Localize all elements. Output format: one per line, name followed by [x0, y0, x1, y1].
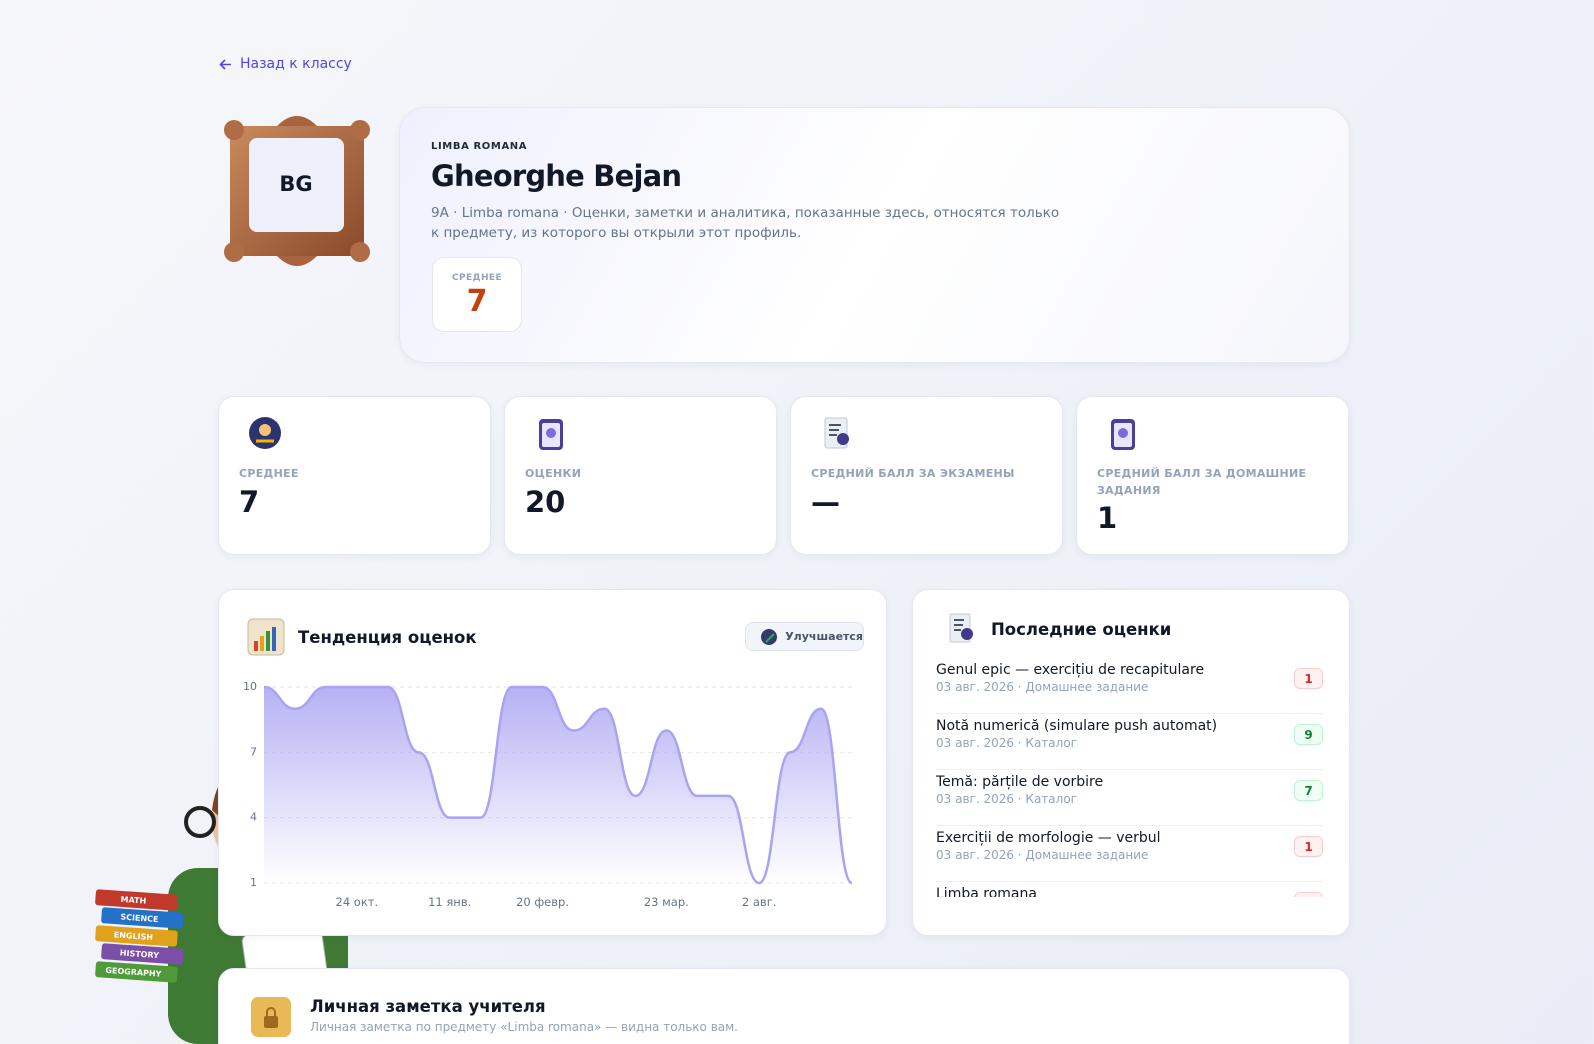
average-label: СРЕДНЕЕ	[452, 273, 502, 283]
badge-text: Улучшается	[785, 630, 863, 643]
grade-badge: 1	[1294, 668, 1323, 689]
back-link[interactable]: Назад к классу	[219, 56, 352, 72]
y-tick-label: 4	[250, 811, 257, 824]
stat-label: ОЦЕНКИ	[525, 467, 582, 480]
back-text: Назад к классу	[240, 56, 352, 72]
stat-card: СРЕДНЕЕ 7	[218, 396, 491, 555]
recent-list: Genul epic — exercițiu de recapitulare 03…	[913, 658, 1349, 897]
item-meta: 03 авг. 2026 · Домашнее задание	[936, 848, 1149, 862]
grade-badge: 7	[1294, 780, 1323, 801]
item-meta: 03 авг. 2026 · Домашнее задание	[936, 680, 1149, 694]
recent-item: Genul epic — exercițiu de recapitulare 03…	[936, 658, 1323, 714]
recent-item: Limba romana	[936, 882, 1323, 897]
note-title: Личная заметка учителя	[310, 997, 546, 1016]
subject: LIMBA ROMANA	[431, 141, 528, 152]
book	[101, 943, 184, 965]
item-title: Notă numerică (simulare push automat)	[936, 718, 1218, 734]
stat-label: СРЕДНИЙ БАЛЛ ЗА ДОМАШНИЕ ЗАДАНИЯ	[1097, 467, 1307, 497]
student-name: Gheorghe Bejan	[431, 159, 682, 193]
grade-badge	[1294, 892, 1323, 897]
book-label: SCIENCE	[120, 912, 159, 924]
item-title: Exerciții de morfologie — verbul	[936, 830, 1161, 846]
x-tick-label: 23 мар.	[644, 895, 689, 909]
book-label: MATH	[120, 895, 146, 906]
trend-icon	[247, 618, 285, 656]
trend-card: Тенденция оценок Улучшается 1 4 7 10 24 окт.…	[218, 589, 887, 936]
stat-card: СРЕДНИЙ БАЛЛ ЗА ДОМАШНИЕ ЗАДАНИЯ 1	[1076, 396, 1349, 555]
average-value: 7	[466, 284, 488, 319]
trend-title: Тенденция оценок	[298, 628, 477, 647]
note-icon	[251, 997, 291, 1037]
stat-icon	[1111, 419, 1135, 450]
book-stack: MATH SCIENCE ENGLISH HISTORY GEOGRAPHY	[95, 889, 184, 983]
recent-icon	[949, 613, 973, 643]
book-label: GEOGRAPHY	[105, 966, 162, 979]
stat-value: 20	[525, 485, 566, 519]
line	[263, 685, 854, 885]
stat-value: 1	[1097, 501, 1118, 535]
book	[95, 925, 178, 947]
y-tick-label: 10	[243, 680, 257, 693]
y-tick-label: 1	[250, 876, 257, 889]
recent-item: Notă numerică (simulare push automat) 03 …	[936, 714, 1323, 770]
x-tick-label: 11 янв.	[428, 895, 471, 909]
stat-card: ОЦЕНКИ 20	[504, 396, 777, 555]
x-tick-label: 2 авг.	[742, 895, 777, 909]
stat-icon	[249, 417, 281, 449]
average-box: СРЕДНЕЕ 7	[432, 257, 522, 332]
x-tick-label: 20 февр.	[516, 895, 569, 909]
y-tick-label: 7	[250, 745, 257, 758]
avatar-frame: BG	[224, 116, 370, 266]
stat-label: СРЕДНЕЕ	[239, 467, 299, 480]
avatar-initials: BG	[279, 172, 312, 196]
book	[95, 961, 178, 983]
profile-header: LIMBA ROMANA Gheorghe Bejan 9A · Limba r…	[399, 107, 1350, 363]
book	[95, 889, 178, 911]
item-title: Limba romana	[936, 886, 1037, 897]
item-title: Temă: părțile de vorbire	[936, 774, 1104, 790]
back-arrow	[219, 58, 231, 70]
grade-badge: 9	[1294, 724, 1323, 745]
description: 9A · Limba romana · Оценки, заметки и ан…	[431, 205, 1060, 241]
stat-label: СРЕДНИЙ БАЛЛ ЗА ЭКЗАМЕНЫ	[811, 467, 1015, 480]
recent-item: Temă: părțile de vorbire 03 авг. 2026 · К…	[936, 770, 1323, 826]
stat-card: СРЕДНИЙ БАЛЛ ЗА ЭКЗАМЕНЫ —	[790, 396, 1063, 555]
recent-card: Последние оценки Genul epic — exercițiu …	[912, 589, 1350, 936]
stat-icon	[539, 419, 563, 450]
note-subtitle: Личная заметка по предмету «Limba romana…	[310, 1020, 738, 1034]
recent-item: Exerciții de morfologie — verbul 03 авг. …	[936, 826, 1323, 882]
badge-icon	[761, 628, 777, 645]
item-title: Genul epic — exercițiu de recapitulare	[936, 662, 1205, 678]
stat-value: —	[811, 485, 840, 519]
stat-icon	[824, 417, 849, 449]
trend-chart: 1 4 7 10 24 окт. 11 янв. 20 февр. 23 мар. 2 авг.	[243, 680, 854, 909]
item-meta: 03 авг. 2026 · Каталог	[936, 736, 1077, 750]
grade-badge: 1	[1294, 836, 1323, 857]
book	[101, 907, 184, 929]
stat-value: 7	[239, 485, 260, 519]
book-label: HISTORY	[120, 948, 160, 960]
recent-title: Последние оценки	[991, 620, 1172, 639]
item-meta: 03 авг. 2026 · Каталог	[936, 792, 1077, 806]
trend-badge: Улучшается	[745, 622, 864, 651]
note-card: Личная заметка учителя Личная заметка по…	[218, 968, 1350, 1044]
x-tick-label: 24 окт.	[336, 895, 379, 909]
book-label: ENGLISH	[114, 930, 154, 942]
area	[264, 687, 852, 883]
